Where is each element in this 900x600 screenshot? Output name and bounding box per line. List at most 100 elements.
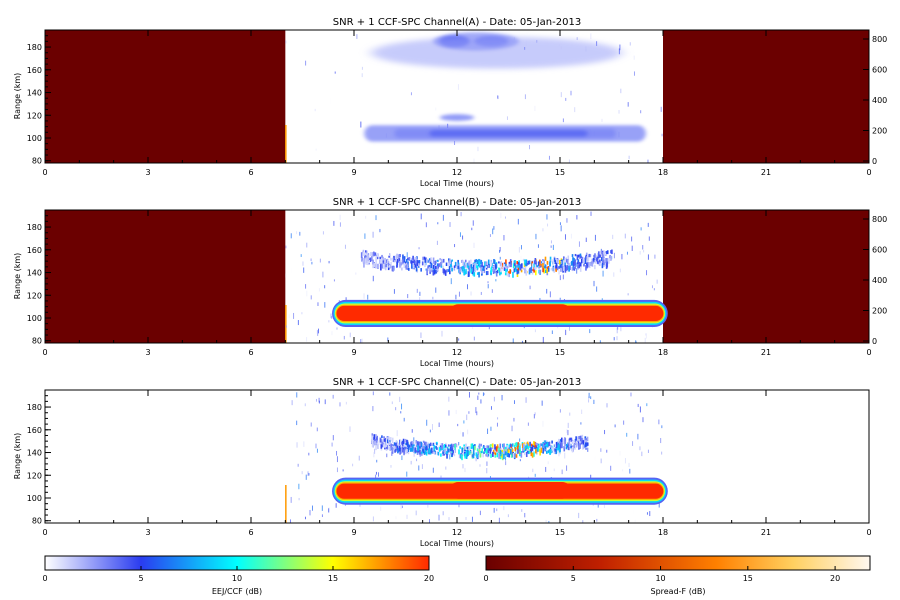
noise-speck [478,392,480,395]
arc-echo-speck [610,250,612,254]
arc-echo-speck [596,256,599,261]
noise-speck [550,240,552,244]
noise-speck [416,288,418,293]
arc-echo-speck [422,256,424,261]
noise-speck [646,270,648,276]
arc-echo-speck [456,262,458,266]
arc-echo-speck [472,264,475,271]
noise-speck [302,261,304,266]
arc-echo-speck [559,260,561,265]
noise-speck [518,247,520,253]
arc-echo-speck [529,441,531,446]
arc-echo-speck [375,255,377,262]
arc-echo-speck [547,442,550,447]
arc-echo-speck [364,252,367,256]
arc-echo-speck [580,255,582,259]
noise-speck [602,270,604,277]
noise-speck [569,325,571,331]
panel-a-xlabel: Local Time (hours) [420,179,494,188]
arc-echo-speck [468,267,471,273]
arc-echo-speck [585,252,588,256]
x-tick-label: 18 [658,348,668,357]
arc-echo-speck [429,269,431,274]
arc-echo-speck [377,263,380,269]
noise-speck [597,504,599,508]
arc-echo-speck [517,265,520,268]
noise-speck [321,514,323,517]
arc-echo-speck [556,258,558,264]
arc-echo-speck [505,259,507,266]
arc-echo-speck [564,261,566,267]
arc-echo-speck [572,265,575,271]
arc-echo-speck [542,262,544,269]
arc-echo-speck [514,269,517,272]
arc-echo-speck [428,264,431,268]
arc-echo-speck [519,265,522,271]
arc-echo-speck [552,446,555,452]
noise-speck [492,228,494,235]
arc-echo-speck [375,437,378,440]
noise-speck [627,102,629,107]
arc-echo-speck [472,453,475,459]
arc-echo-speck [487,445,490,451]
arc-echo-speck [484,448,486,452]
noise-speck [619,450,621,456]
arc-echo-speck [543,267,545,274]
noise-speck [590,33,592,40]
arc-echo-speck [387,262,390,267]
arc-echo-speck [469,450,471,454]
arc-echo-speck [433,265,435,270]
arc-echo-speck [431,450,434,454]
arc-echo-speck [577,254,580,258]
noise-speck [401,403,403,410]
arc-echo-speck [487,449,490,454]
noise-speck [613,337,615,341]
noise-speck [601,118,603,123]
noise-speck [339,214,341,220]
arc-echo-speck [485,265,487,269]
colorbar-spreadf-ticks: 0 5 10 15 20 [483,566,840,583]
noise-speck [419,291,421,296]
arc-echo-speck [365,257,368,263]
arc-echo-speck [450,264,452,268]
arc-echo-speck [401,442,403,446]
noise-speck [293,312,295,319]
arc-echo-speck [441,443,444,449]
arc-echo-speck [448,260,450,263]
arc-echo-speck [364,255,366,260]
arc-echo-speck [371,252,374,258]
noise-speck [364,233,366,239]
arc-echo-speck [563,446,565,449]
arc-echo-speck [514,265,517,272]
noise-speck [336,450,338,456]
arc-echo-speck [376,253,379,257]
noise-speck [448,396,450,402]
arc-echo-speck [418,264,421,267]
noise-speck [465,517,467,520]
arc-echo-speck [554,444,557,448]
arc-echo-speck [428,443,431,450]
arc-echo-speck [466,446,469,450]
noise-speck [375,215,377,221]
arc-echo-speck [555,448,557,455]
spreadf-block [45,210,286,343]
noise-speck [656,279,658,284]
arc-echo-speck [579,266,582,272]
arc-echo-speck [372,259,374,265]
arc-echo-speck [567,265,569,272]
noise-speck [553,468,555,472]
noise-speck [631,236,633,242]
noise-speck [391,401,393,405]
arc-echo-speck [461,447,464,453]
noise-speck [375,471,377,475]
arc-echo-speck [537,445,540,451]
arc-echo-speck [419,443,421,447]
arc-echo-speck [585,442,588,447]
arc-echo-speck [567,446,570,451]
arc-echo-speck [531,270,534,275]
arc-echo-speck [458,454,461,459]
noise-speck [333,279,335,282]
arc-echo-speck [439,258,441,261]
noise-speck [308,473,310,476]
